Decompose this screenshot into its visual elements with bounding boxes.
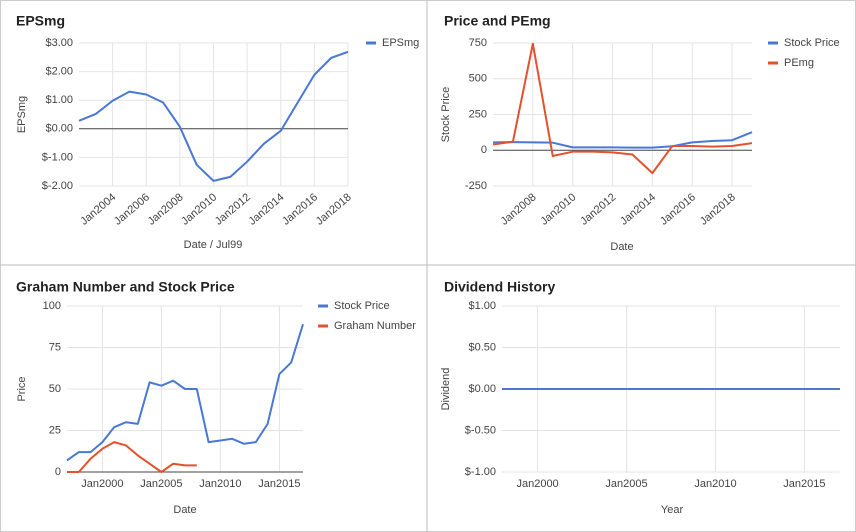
- y-tick-label: 75: [49, 341, 61, 353]
- y-tick-label: $1.00: [45, 94, 73, 106]
- x-tick-label: Jan2015: [783, 478, 825, 490]
- chart-title: EPSmg: [16, 13, 65, 29]
- y-tick-label: $3.00: [45, 37, 73, 49]
- y-tick-label: 25: [49, 424, 61, 436]
- legend-label: Graham Number: [334, 320, 416, 332]
- legend-label: EPSmg: [382, 37, 419, 49]
- series-line: [492, 131, 753, 149]
- y-tick-label: $2.00: [45, 66, 73, 78]
- chart-title: Graham Number and Stock Price: [16, 279, 235, 295]
- x-axis-title: Date: [173, 504, 196, 516]
- series-line: [492, 42, 753, 175]
- y-tick-label: 500: [469, 73, 487, 85]
- x-tick-label: Jan2010: [694, 478, 736, 490]
- y-tick-label: -250: [465, 180, 487, 192]
- y-tick-label: 100: [43, 300, 61, 312]
- y-axis-title: Price: [16, 376, 28, 401]
- x-tick-label: Jan2015: [258, 478, 300, 490]
- y-axis-title: EPSmg: [16, 96, 28, 133]
- legend-label: Stock Price: [784, 37, 840, 49]
- y-tick-label: $-0.50: [465, 424, 496, 436]
- y-tick-label: 750: [469, 37, 487, 49]
- chart-title: Dividend History: [444, 279, 555, 295]
- x-tick-label: Jan2010: [199, 478, 241, 490]
- series-line: [66, 323, 304, 462]
- x-axis-title: Date / Jul99: [184, 239, 243, 251]
- x-tick-label: Jan2005: [605, 478, 647, 490]
- y-tick-label: $-1.00: [465, 466, 496, 478]
- y-tick-label: 50: [49, 383, 61, 395]
- legend-label: Stock Price: [334, 300, 390, 312]
- legend-label: PEmg: [784, 57, 814, 69]
- series-line: [67, 441, 197, 473]
- y-tick-label: $0.50: [468, 341, 496, 353]
- y-tick-label: $0.00: [45, 123, 73, 135]
- y-tick-label: 0: [481, 144, 487, 156]
- y-tick-label: $-1.00: [42, 151, 73, 163]
- chart-title: Price and PEmg: [444, 13, 551, 29]
- x-axis-title: Year: [661, 504, 684, 516]
- series-line: [78, 50, 349, 182]
- x-tick-label: Jan2005: [140, 478, 182, 490]
- x-axis-title: Date: [610, 241, 633, 253]
- y-tick-label: $1.00: [468, 300, 496, 312]
- y-axis-title: Stock Price: [440, 87, 452, 143]
- x-tick-label: Jan2000: [81, 478, 123, 490]
- y-axis-title: Dividend: [440, 368, 452, 411]
- y-tick-label: 0: [55, 466, 61, 478]
- y-tick-label: $0.00: [468, 383, 496, 395]
- y-tick-label: 250: [469, 108, 487, 120]
- x-tick-label: Jan2000: [516, 478, 558, 490]
- y-tick-label: $-2.00: [42, 180, 73, 192]
